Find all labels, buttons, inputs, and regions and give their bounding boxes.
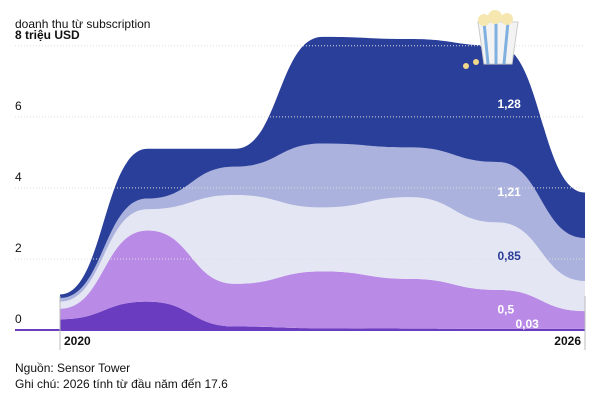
area: [60, 143, 585, 302]
y-tick-label: 6: [15, 99, 22, 113]
value-label: 0,5: [498, 302, 515, 316]
y-tick-label: 8 triệu USD: [15, 28, 80, 42]
y-tick-label: 2: [15, 241, 22, 255]
area: [60, 230, 585, 329]
x-tick-label: 2020: [64, 334, 91, 348]
value-label: 1,21: [498, 185, 522, 199]
y-tick-label: 4: [15, 170, 22, 184]
x-tick-label: 2026: [554, 334, 581, 348]
y-axis-title: doanh thu từ subscription: [15, 17, 150, 31]
value-label: 1,28: [498, 97, 522, 111]
y-tick-label: 0: [15, 312, 22, 326]
area: [60, 194, 585, 312]
source: Nguồn: Sensor Tower: [15, 361, 130, 375]
value-label: 0,03: [516, 317, 540, 331]
area: [60, 301, 585, 330]
note: Ghi chú: 2026 tính từ đầu năm đến 17.6: [15, 377, 228, 391]
area: [60, 36, 585, 299]
value-label: 0,85: [498, 249, 522, 263]
popcorn-icon: [463, 10, 519, 69]
